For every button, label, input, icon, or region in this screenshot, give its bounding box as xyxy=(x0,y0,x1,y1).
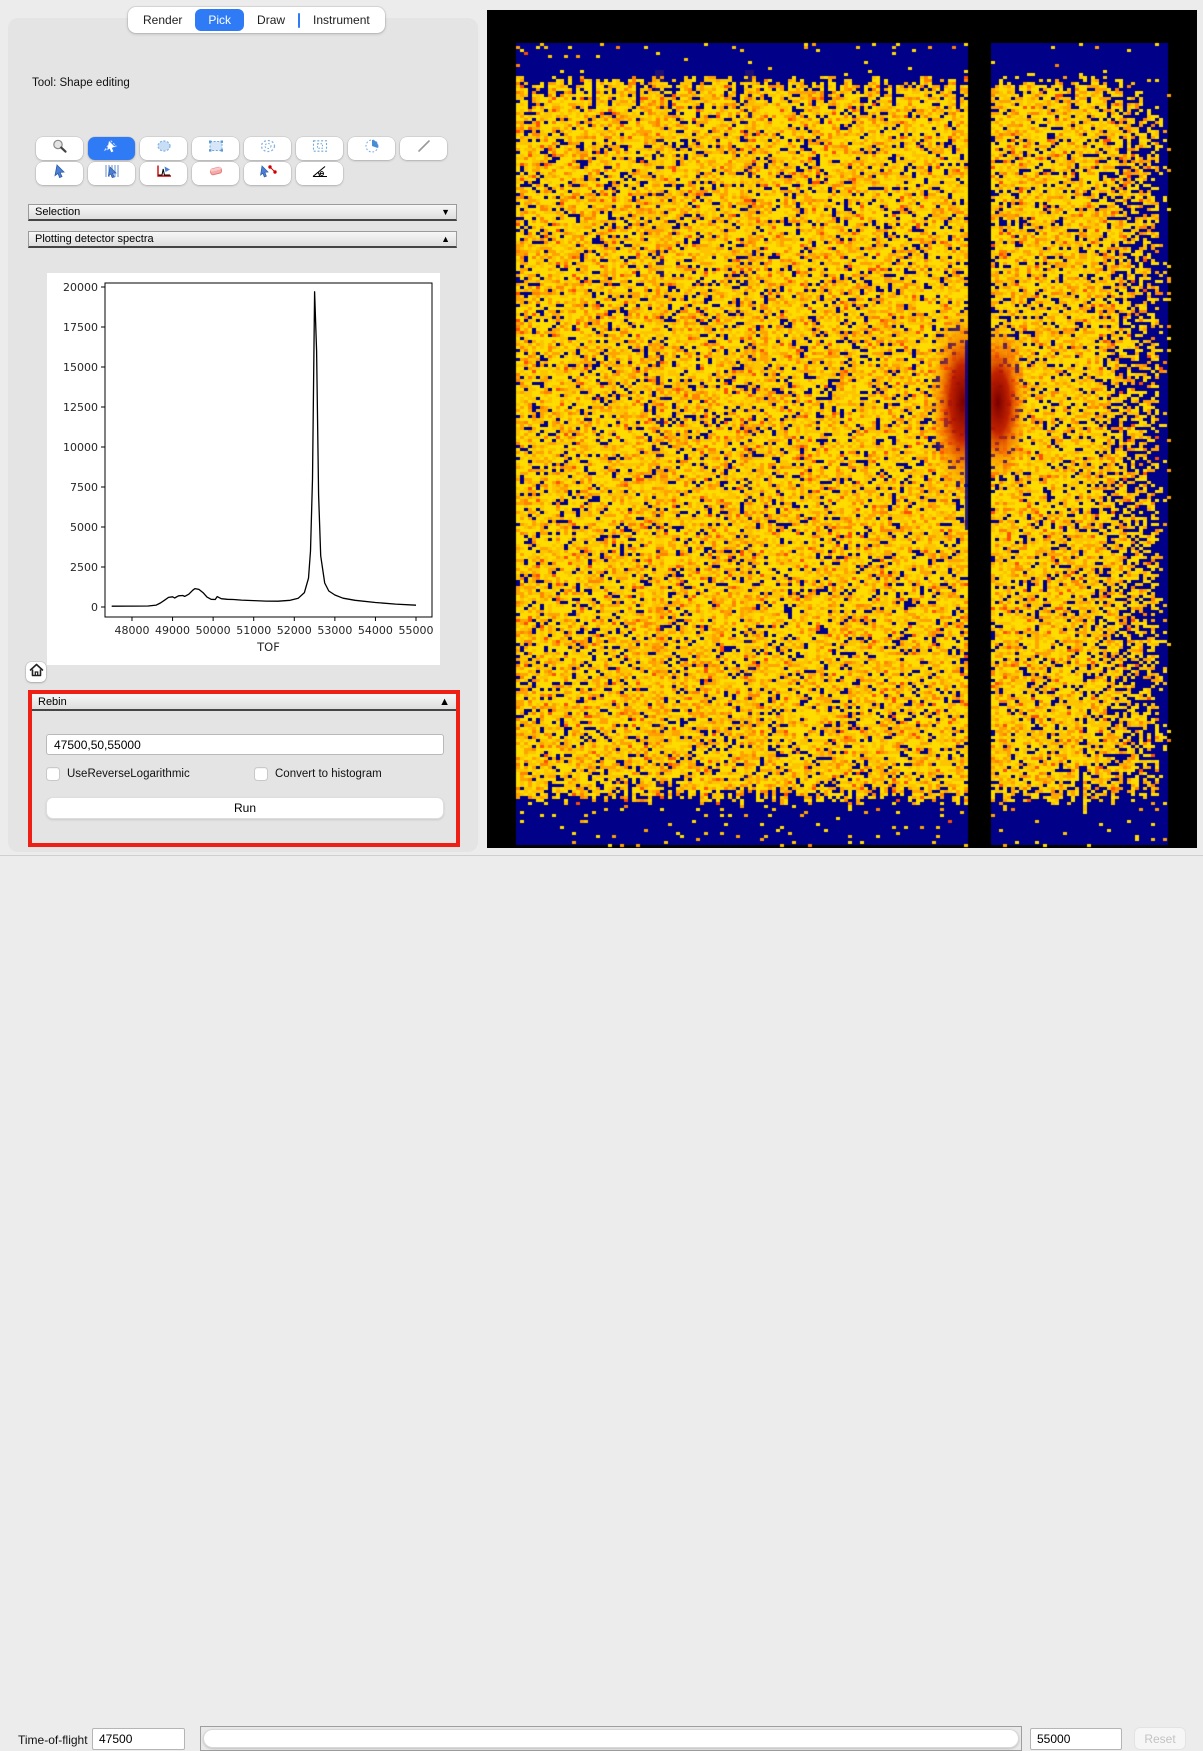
spectrum-chart: 4800049000500005100052000530005400055000… xyxy=(47,273,440,665)
tab-render[interactable]: Render xyxy=(130,9,195,31)
draw-rectangle-ring-icon xyxy=(305,138,335,159)
svg-text:55000: 55000 xyxy=(399,624,434,637)
draw-rectangle-button[interactable] xyxy=(192,137,239,160)
svg-text:0: 0 xyxy=(91,601,98,614)
rebin-checkbox-row: UseReverseLogarithmic Convert to histogr… xyxy=(46,767,444,783)
detector-spectrum-plot: 4800049000500005100052000530005400055000… xyxy=(47,273,440,665)
tab-draw[interactable]: Draw xyxy=(244,9,298,31)
shape-toolbar-row1 xyxy=(36,137,447,160)
svg-text:49000: 49000 xyxy=(155,624,190,637)
draw-rectangle-icon xyxy=(201,138,231,159)
reset-button[interactable]: Reset xyxy=(1134,1727,1186,1750)
add-peak-icon xyxy=(149,163,179,184)
tof-min-input[interactable] xyxy=(92,1728,185,1750)
tof-range-slider[interactable] xyxy=(200,1726,1022,1751)
pick-tube-button[interactable] xyxy=(88,162,135,185)
svg-text:54000: 54000 xyxy=(358,624,393,637)
zoom-icon xyxy=(45,138,75,159)
svg-text:48000: 48000 xyxy=(114,624,149,637)
tof-slider-handle[interactable] xyxy=(203,1729,1019,1748)
svg-text:53000: 53000 xyxy=(317,624,352,637)
pick-pixel-icon xyxy=(45,163,75,184)
edit-shape-button[interactable] xyxy=(88,137,135,160)
reverse-logarithmic-checkbox[interactable] xyxy=(46,767,60,781)
rebin-section-highlight: Rebin ▲ UseReverseLogarithmic Convert to… xyxy=(28,690,460,847)
reverse-logarithmic-label: UseReverseLogarithmic xyxy=(67,768,190,780)
svg-text:5000: 5000 xyxy=(70,521,98,534)
view-tabbar: Render Pick Draw Instrument xyxy=(128,7,385,33)
tof-max-input[interactable] xyxy=(1030,1728,1122,1750)
expand-indicator-icon: ▲ xyxy=(441,235,450,244)
svg-text:52000: 52000 xyxy=(277,624,312,637)
rebin-params-input[interactable] xyxy=(46,734,444,755)
pick-toolbar-row2 xyxy=(36,162,343,185)
home-icon xyxy=(29,663,44,682)
draw-rectangle-ring-button[interactable] xyxy=(296,137,343,160)
erase-peak-icon xyxy=(201,163,231,184)
pick-pixel-button[interactable] xyxy=(36,162,83,185)
collapse-indicator-icon: ▼ xyxy=(441,208,450,217)
draw-ellipse-ring-icon xyxy=(253,138,283,159)
draw-sector-icon xyxy=(357,138,387,159)
draw-free-icon xyxy=(409,138,439,159)
convert-to-histogram-label: Convert to histogram xyxy=(275,768,382,780)
tool-status-label: Tool: Shape editing xyxy=(32,77,130,89)
svg-text:7500: 7500 xyxy=(70,481,98,494)
add-peak-button[interactable] xyxy=(140,162,187,185)
draw-sector-button[interactable] xyxy=(348,137,395,160)
draw-free-button[interactable] xyxy=(400,137,447,160)
selection-section-label: Selection xyxy=(35,206,80,218)
plot-home-button[interactable] xyxy=(26,662,46,682)
svg-text:15000: 15000 xyxy=(63,361,98,374)
convert-to-histogram-option: Convert to histogram xyxy=(254,767,382,781)
rebin-section-header[interactable]: Rebin ▲ xyxy=(32,694,456,711)
draw-ellipse-ring-button[interactable] xyxy=(244,137,291,160)
svg-text:20000: 20000 xyxy=(63,281,98,294)
time-of-flight-bar: Time-of-flight Reset xyxy=(0,855,1203,901)
svg-text:17500: 17500 xyxy=(63,321,98,334)
instrument-view-window: Render Pick Draw Instrument Tool: Shape … xyxy=(0,0,1203,901)
compare-peak-icon xyxy=(253,163,283,184)
zoom-tool-button[interactable] xyxy=(36,137,83,160)
time-of-flight-label: Time-of-flight xyxy=(18,1733,88,1747)
align-peak-icon xyxy=(305,163,335,184)
run-button[interactable]: Run xyxy=(46,797,444,819)
plotting-section-header[interactable]: Plotting detector spectra ▲ xyxy=(28,231,457,248)
align-peak-button[interactable] xyxy=(296,162,343,185)
reverse-logarithmic-option: UseReverseLogarithmic xyxy=(46,767,190,781)
svg-text:12500: 12500 xyxy=(63,401,98,414)
plotting-section-label: Plotting detector spectra xyxy=(35,233,154,245)
compare-peak-button[interactable] xyxy=(244,162,291,185)
svg-text:50000: 50000 xyxy=(196,624,231,637)
pick-tube-icon xyxy=(97,163,127,184)
svg-text:10000: 10000 xyxy=(63,441,98,454)
rebin-section-label: Rebin xyxy=(38,696,67,708)
draw-ellipse-button[interactable] xyxy=(140,137,187,160)
tab-instrument[interactable]: Instrument xyxy=(300,9,383,31)
svg-text:2500: 2500 xyxy=(70,561,98,574)
tab-pick[interactable]: Pick xyxy=(195,9,244,31)
svg-text:51000: 51000 xyxy=(236,624,271,637)
edit-shape-icon xyxy=(97,138,127,159)
svg-text:TOF: TOF xyxy=(256,640,280,654)
erase-peak-button[interactable] xyxy=(192,162,239,185)
draw-ellipse-icon xyxy=(149,138,179,159)
detector-render-view[interactable] xyxy=(487,10,1197,848)
selection-section-header[interactable]: Selection ▼ xyxy=(28,204,457,221)
rebin-expand-indicator-icon: ▲ xyxy=(439,696,450,708)
convert-to-histogram-checkbox[interactable] xyxy=(254,767,268,781)
